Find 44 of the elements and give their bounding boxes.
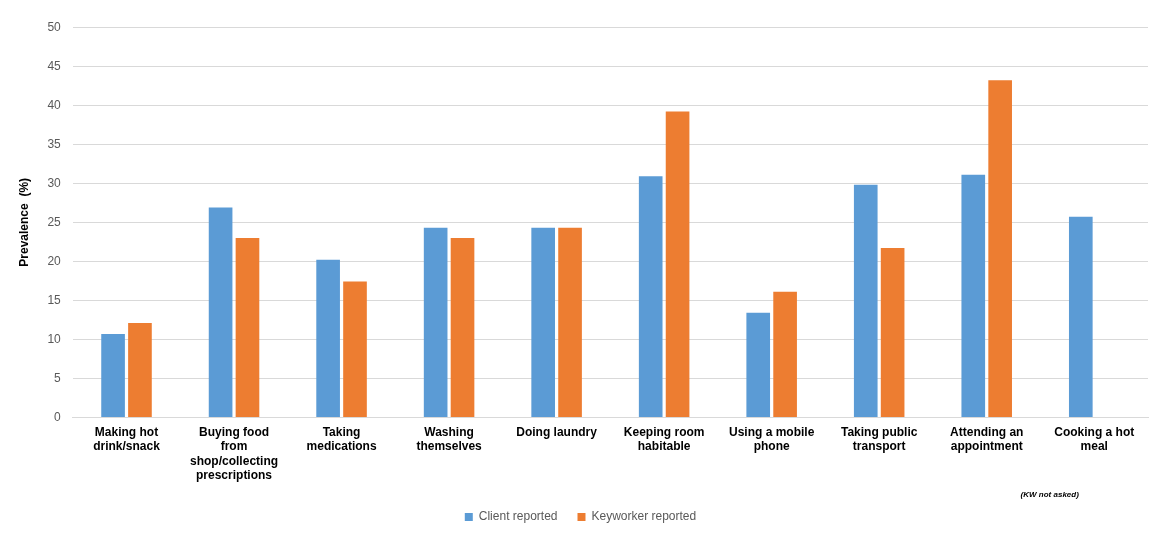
- bar: [235, 237, 260, 417]
- bar: [773, 291, 797, 417]
- y-tick-label: 20: [47, 253, 62, 268]
- x-tick-label: Attending an appointment: [950, 424, 1024, 454]
- y-tick-label: 35: [47, 136, 62, 151]
- x-tick-label: Using a mobile phone: [728, 424, 815, 454]
- x-tick-label: Keeping room habitable: [623, 424, 705, 454]
- bar: [880, 248, 905, 417]
- bar: [208, 207, 233, 417]
- y-tick-label: 50: [47, 19, 62, 34]
- bar: [343, 281, 367, 417]
- y-tick-label: 45: [47, 58, 62, 73]
- y-tick-label: 0: [54, 409, 62, 424]
- bar: [423, 227, 448, 417]
- bar: [746, 312, 771, 417]
- bar: [101, 333, 125, 417]
- x-tick-label: Buying food from shop/collecting prescriptions: [190, 424, 279, 483]
- bar: [853, 184, 878, 417]
- y-tick-label: 10: [47, 331, 62, 346]
- x-tick-label: Taking public transport: [840, 424, 918, 454]
- bar: [961, 174, 986, 417]
- bar: [1068, 216, 1093, 417]
- legend-label: Keyworker reported: [591, 509, 697, 524]
- bar: [450, 237, 475, 417]
- x-tick-label: Taking medications: [306, 424, 377, 454]
- bar: [988, 80, 1012, 417]
- bar: [128, 322, 152, 417]
- y-tick-label: 30: [47, 175, 62, 190]
- y-tick-label: 40: [47, 97, 62, 112]
- x-tick-label: Washing themselves: [416, 424, 483, 454]
- y-tick-label: 25: [47, 214, 62, 229]
- bar: [531, 227, 555, 417]
- legend-label: Client reported: [478, 509, 558, 524]
- y-tick-label: 5: [54, 370, 62, 385]
- y-tick-label: 15: [47, 292, 62, 307]
- bar: [638, 176, 663, 417]
- bar: [316, 259, 340, 417]
- x-tick-label: Making hot drink/snack: [93, 424, 161, 454]
- text: (KW not asked): [1020, 490, 1080, 500]
- x-tick-label: Cooking a hot meal: [1054, 424, 1135, 454]
- bar: [665, 111, 690, 417]
- y-axis-title: Prevalence (%): [16, 177, 31, 267]
- bar: [558, 227, 582, 417]
- x-tick-label: Doing laundry: [516, 424, 598, 439]
